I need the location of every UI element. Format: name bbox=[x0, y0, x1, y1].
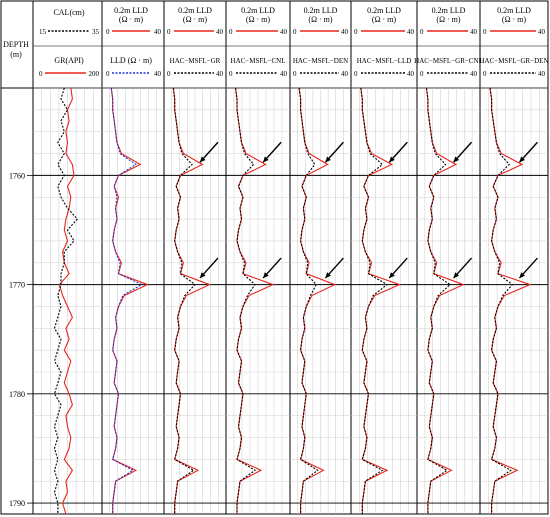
arrow-layer bbox=[199, 141, 538, 279]
reconstructed-curve bbox=[489, 87, 514, 514]
reconstructed-curve bbox=[234, 87, 256, 514]
panel-top-max: 40 bbox=[538, 28, 546, 36]
reconstructed-curve bbox=[298, 87, 319, 514]
anomaly-arrow-head bbox=[199, 156, 206, 163]
depth-axis: 1760 1770 1780 1790 bbox=[9, 171, 33, 508]
panel-top-min: 0 bbox=[229, 28, 233, 36]
panel-top-min: 0 bbox=[293, 28, 297, 36]
panel-top-label-1: 0.2m LLD bbox=[178, 6, 212, 15]
gr-max: 200 bbox=[89, 70, 100, 78]
track2-bottom-label: LLD (Ω · m) bbox=[110, 56, 152, 65]
cal-label: CAL(cm) bbox=[53, 8, 84, 17]
anomaly-arrow-head bbox=[453, 156, 460, 163]
panel-bottom-max: 40 bbox=[280, 70, 288, 78]
lld-0-2m-curve bbox=[298, 87, 337, 514]
depth-tick-label: 1790 bbox=[9, 499, 25, 508]
depth-tick-label: 1760 bbox=[9, 171, 25, 180]
panel-top-max: 40 bbox=[470, 28, 478, 36]
curve-layer bbox=[53, 87, 532, 515]
reconstructed-curve bbox=[425, 87, 451, 514]
lld-curve bbox=[110, 87, 143, 514]
reconstructed-curve bbox=[172, 87, 196, 514]
panel-top-min: 0 bbox=[354, 28, 358, 36]
panel-top-label-2: (Ω · m) bbox=[183, 15, 207, 24]
cal-max: 35 bbox=[92, 28, 100, 36]
panel-top-min: 0 bbox=[420, 28, 424, 36]
panel-bottom-max: 40 bbox=[341, 70, 349, 78]
gr-min: 0 bbox=[39, 70, 43, 78]
panel-top-label-1: 0.2m LLD bbox=[241, 6, 275, 15]
panel-bottom-label: HAC−MSFL−GR−CNL bbox=[414, 57, 483, 65]
panel-top-max: 40 bbox=[407, 28, 415, 36]
panel-bottom-label: HAC−MSFL−CNL bbox=[231, 57, 286, 65]
panel-top-label-1: 0.2m LLD bbox=[304, 6, 338, 15]
panel-top-label-2: (Ω · m) bbox=[436, 15, 460, 24]
panel-top-label-2: (Ω · m) bbox=[308, 15, 332, 24]
reconstructed-curve bbox=[360, 87, 389, 514]
lld-0-2m-curve bbox=[172, 87, 211, 514]
panel-top-label-1: 0.2m LLD bbox=[432, 6, 466, 15]
depth-tick-label: 1780 bbox=[9, 390, 25, 399]
panel-bottom-label: HAC−MSFL−LLD bbox=[357, 57, 412, 65]
panel-bottom-min: 0 bbox=[293, 70, 297, 78]
cal-min: 15 bbox=[39, 28, 47, 36]
panel-bottom-max: 40 bbox=[538, 70, 546, 78]
panel-bottom-label: HAC−MSFL−GR bbox=[170, 57, 221, 65]
track2-bottom-max: 40 bbox=[154, 70, 162, 78]
lld-0-2m-curve bbox=[234, 87, 275, 514]
panel-top-label-1: 0.2m LLD bbox=[497, 6, 531, 15]
gr-label: GR(API) bbox=[54, 56, 84, 65]
anomaly-arrow-head bbox=[325, 156, 331, 163]
anomaly-arrow-head bbox=[389, 156, 395, 163]
anomaly-arrow-head bbox=[519, 156, 525, 163]
anomaly-arrow-head bbox=[453, 272, 460, 279]
lld-0-2m-curve bbox=[489, 87, 532, 514]
lld-0-2m-curve bbox=[425, 87, 465, 514]
lld-0-2m-curve bbox=[110, 87, 149, 514]
depth-tick-label: 1770 bbox=[9, 281, 25, 290]
panel-top-label-2: (Ω · m) bbox=[372, 15, 396, 24]
track2-bottom-min: 0 bbox=[106, 70, 110, 78]
panel-bottom-min: 0 bbox=[483, 70, 487, 78]
panel-top-max: 40 bbox=[280, 28, 288, 36]
panel-top-min: 0 bbox=[483, 28, 487, 36]
panel-bottom-label: HAC−MSFL−DEN bbox=[293, 57, 348, 65]
anomaly-arrow-head bbox=[263, 156, 269, 163]
depth-title: DEPTH bbox=[3, 40, 29, 49]
cal-curve bbox=[53, 87, 79, 514]
panel-bottom-min: 0 bbox=[354, 70, 358, 78]
panel-bottom-max: 40 bbox=[470, 70, 478, 78]
panel-bottom-min: 0 bbox=[420, 70, 424, 78]
track2-top-label-2: (Ω · m) bbox=[119, 15, 143, 24]
panel-bottom-max: 40 bbox=[216, 70, 224, 78]
panel-top-min: 0 bbox=[167, 28, 171, 36]
panel-top-label-2: (Ω · m) bbox=[502, 15, 526, 24]
panel-bottom-label: HAC−MSFL−GR−DEN bbox=[479, 57, 548, 65]
anomaly-arrow-head bbox=[325, 272, 331, 279]
anomaly-arrow-head bbox=[263, 272, 269, 279]
anomaly-arrow-head bbox=[389, 272, 395, 279]
track2-top-min: 0 bbox=[106, 28, 110, 36]
panel-top-max: 40 bbox=[216, 28, 224, 36]
panel-bottom-max: 40 bbox=[407, 70, 415, 78]
panel-bottom-min: 0 bbox=[167, 70, 171, 78]
panel-top-max: 40 bbox=[341, 28, 349, 36]
panel-top-label-1: 0.2m LLD bbox=[367, 6, 401, 15]
depth-unit: (m) bbox=[10, 50, 22, 59]
panel-top-label-2: (Ω · m) bbox=[246, 15, 270, 24]
gr-curve bbox=[58, 87, 75, 515]
track2-top-label-1: 0.2m LLD bbox=[114, 6, 148, 15]
panel-bottom-min: 0 bbox=[229, 70, 233, 78]
anomaly-arrow-head bbox=[199, 272, 206, 279]
anomaly-arrow-head bbox=[519, 272, 525, 279]
lld-0-2m-curve bbox=[360, 87, 401, 514]
track2-top-max: 40 bbox=[154, 28, 162, 36]
